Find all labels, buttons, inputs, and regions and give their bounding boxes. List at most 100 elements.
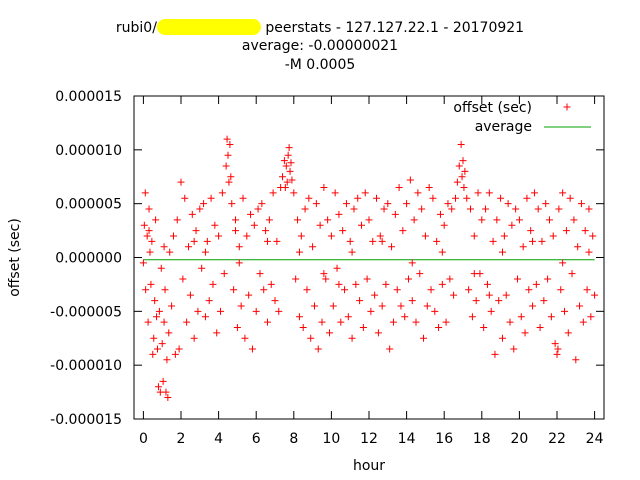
- data-point: [243, 232, 251, 240]
- data-point: [468, 313, 476, 321]
- data-point: [551, 340, 559, 348]
- x-tick-label: 4: [214, 431, 223, 447]
- data-point: [459, 157, 467, 165]
- legend-marker-offset: [563, 103, 571, 111]
- data-point: [152, 216, 160, 224]
- data-point: [273, 237, 281, 245]
- data-point: [283, 178, 291, 186]
- data-point: [406, 176, 414, 184]
- data-point: [348, 334, 356, 342]
- x-tick-label: 20: [510, 431, 528, 447]
- data-point: [371, 291, 379, 299]
- data-point: [209, 280, 217, 288]
- data-point: [154, 383, 162, 391]
- data-point: [290, 189, 298, 197]
- data-point: [579, 318, 587, 326]
- chart-title-option: -M 0.0005: [284, 57, 356, 73]
- data-point: [423, 302, 431, 310]
- data-point: [310, 302, 318, 310]
- data-point: [581, 227, 589, 235]
- data-point: [493, 216, 501, 224]
- data-point: [577, 200, 585, 208]
- data-point: [303, 286, 311, 294]
- data-point: [232, 216, 240, 224]
- data-point: [245, 291, 253, 299]
- data-point: [294, 216, 302, 224]
- data-point: [177, 178, 185, 186]
- data-point: [480, 323, 488, 331]
- x-tick-label: 12: [360, 431, 378, 447]
- data-point: [185, 243, 193, 251]
- data-point: [399, 227, 407, 235]
- data-point: [226, 140, 234, 148]
- data-point: [216, 307, 224, 315]
- axis-ticks: -0.000015 -0.000010 -0.000005 0.000000 0.000…: [50, 89, 604, 447]
- data-point: [147, 280, 155, 288]
- data-point: [173, 216, 181, 224]
- data-point: [585, 205, 593, 213]
- data-point: [171, 350, 179, 358]
- data-point: [384, 200, 392, 208]
- data-point: [591, 291, 599, 299]
- data-point: [335, 280, 343, 288]
- data-point: [307, 334, 315, 342]
- data-point: [169, 232, 177, 240]
- data-point: [440, 221, 448, 229]
- data-point: [485, 189, 493, 197]
- data-point: [239, 194, 247, 202]
- y-tick-label: -0.000005: [50, 304, 122, 320]
- data-point: [211, 221, 219, 229]
- data-point: [350, 205, 358, 213]
- data-point: [530, 189, 538, 197]
- data-point: [378, 237, 386, 245]
- data-point: [420, 334, 428, 342]
- data-point: [527, 227, 535, 235]
- data-point: [286, 167, 294, 175]
- data-point: [299, 323, 307, 331]
- y-axis-label: offset (sec): [7, 218, 23, 297]
- data-point: [175, 345, 183, 353]
- data-point: [470, 270, 478, 278]
- data-point: [489, 237, 497, 245]
- data-point: [435, 323, 443, 331]
- data-point: [200, 200, 208, 208]
- legend: offset (sec) average: [453, 100, 591, 135]
- data-point: [421, 232, 429, 240]
- data-point: [320, 270, 328, 278]
- data-point: [498, 334, 506, 342]
- chart-title-average: average: -0.00000021: [241, 38, 399, 54]
- data-point: [363, 275, 371, 283]
- data-point: [416, 270, 424, 278]
- data-point: [352, 280, 360, 288]
- data-point: [148, 237, 156, 245]
- data-point: [463, 194, 471, 202]
- data-point: [295, 313, 303, 321]
- data-point: [282, 162, 290, 170]
- data-point: [218, 189, 226, 197]
- data-point: [230, 286, 238, 294]
- data-point: [326, 329, 334, 337]
- data-point: [356, 297, 364, 305]
- data-point: [228, 200, 236, 208]
- data-point: [201, 248, 209, 256]
- data-point: [192, 227, 200, 235]
- data-point: [403, 200, 411, 208]
- data-point: [429, 194, 437, 202]
- data-point: [544, 275, 552, 283]
- data-point: [427, 286, 435, 294]
- data-point: [194, 307, 202, 315]
- data-point: [357, 221, 365, 229]
- data-point: [269, 189, 277, 197]
- data-point: [373, 194, 381, 202]
- x-tick-label: 18: [473, 431, 491, 447]
- data-point: [365, 216, 373, 224]
- data-point: [470, 232, 478, 240]
- data-point: [498, 248, 506, 256]
- x-tick-label: 0: [139, 431, 148, 447]
- y-tick-label: 0.000010: [55, 143, 122, 159]
- data-point: [162, 388, 170, 396]
- data-point: [183, 318, 191, 326]
- data-point: [376, 232, 384, 240]
- chart-title-line-1: rubi0/ peerstats - 127.127.22.1 - 201709…: [0, 19, 640, 36]
